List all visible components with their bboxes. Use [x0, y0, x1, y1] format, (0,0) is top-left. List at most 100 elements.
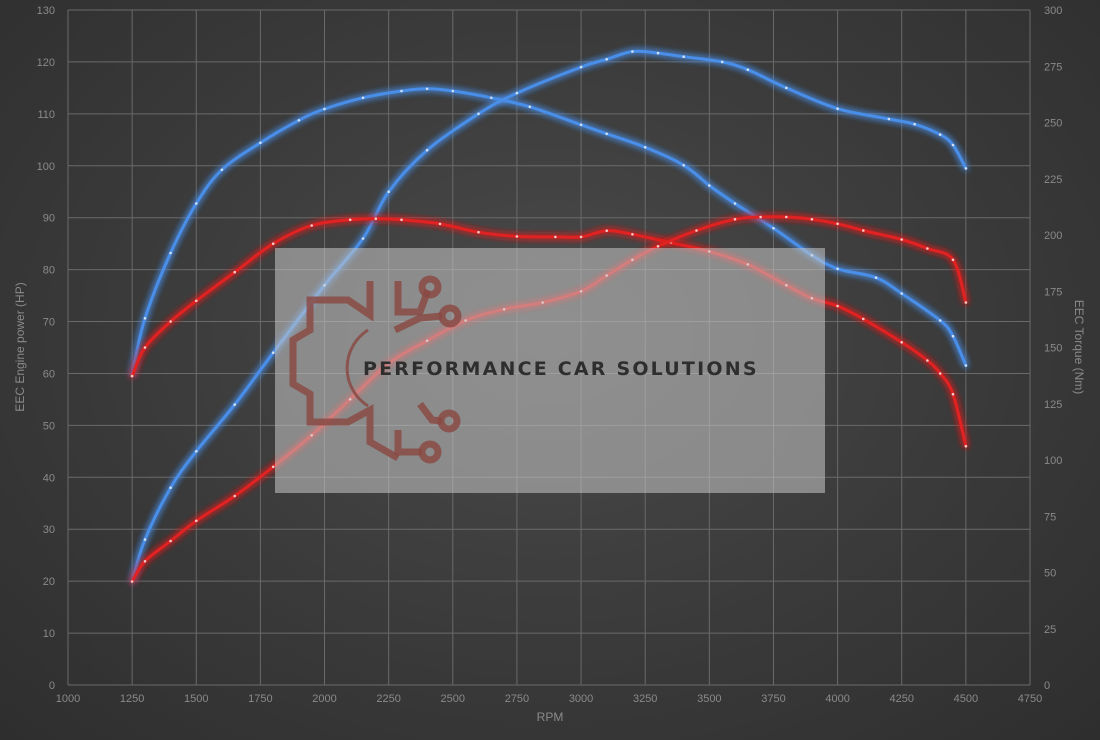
- y-right-tick-label: 75: [1044, 511, 1056, 523]
- y-right-tick-label: 200: [1044, 230, 1062, 242]
- data-point: [451, 89, 455, 93]
- data-point: [130, 374, 134, 378]
- data-point: [682, 164, 685, 167]
- data-point: [220, 168, 224, 172]
- x-tick-label: 4500: [954, 693, 978, 705]
- data-point: [900, 292, 903, 295]
- data-point: [951, 258, 955, 262]
- data-point: [143, 317, 147, 320]
- data-point: [631, 233, 634, 236]
- data-point: [887, 117, 891, 121]
- data-point: [785, 215, 788, 219]
- data-point: [874, 276, 878, 280]
- x-tick-label: 2500: [441, 693, 465, 705]
- data-point: [425, 148, 429, 152]
- x-tick-label: 1500: [184, 693, 208, 705]
- data-point: [900, 238, 903, 241]
- data-point: [515, 91, 519, 95]
- y-right-tick-label: 50: [1044, 568, 1056, 580]
- data-point: [964, 444, 968, 448]
- y-left-tick-label: 20: [43, 576, 55, 588]
- data-point: [605, 132, 608, 136]
- data-point: [951, 143, 955, 147]
- x-tick-label: 3750: [761, 693, 785, 705]
- data-point: [515, 235, 519, 238]
- data-point: [785, 86, 788, 90]
- watermark: PERFORMANCE CAR SOLUTIONS: [275, 248, 825, 493]
- data-point: [964, 167, 968, 170]
- data-point: [579, 235, 583, 239]
- data-point: [195, 450, 198, 453]
- data-point: [733, 218, 737, 221]
- x-axis-title: RPM: [537, 710, 564, 724]
- y-right-tick-label: 175: [1044, 286, 1062, 298]
- y-left-tick-label: 0: [49, 680, 55, 692]
- data-point: [297, 119, 301, 122]
- data-point: [130, 580, 134, 583]
- data-point: [733, 202, 737, 205]
- data-point: [938, 372, 942, 375]
- x-tick-label: 4250: [889, 693, 913, 705]
- data-point: [233, 494, 236, 498]
- y-left-tick-label: 70: [43, 317, 55, 329]
- data-point: [169, 320, 172, 323]
- y-left-tick-label: 10: [43, 628, 55, 640]
- data-point: [772, 227, 775, 230]
- data-point: [759, 215, 762, 219]
- data-point: [528, 105, 532, 109]
- data-point: [862, 317, 865, 321]
- data-point: [348, 218, 352, 222]
- data-point: [271, 465, 275, 469]
- data-point: [964, 364, 968, 367]
- x-tick-label: 3500: [697, 693, 721, 705]
- data-point: [862, 229, 865, 232]
- x-tick-label: 2250: [376, 693, 400, 705]
- data-point: [387, 190, 391, 193]
- data-point: [579, 123, 583, 127]
- data-point: [836, 107, 839, 110]
- data-point: [310, 224, 314, 227]
- y-right-tick-label: 250: [1044, 118, 1062, 130]
- x-tick-label: 1250: [120, 693, 144, 705]
- data-point: [400, 89, 403, 93]
- x-tick-label: 1750: [248, 693, 272, 705]
- x-tick-label: 4750: [1018, 693, 1042, 705]
- data-point: [195, 202, 198, 205]
- x-tick-label: 3250: [633, 693, 657, 705]
- y-right-tick-label: 150: [1044, 343, 1062, 355]
- data-point: [938, 319, 942, 322]
- data-point: [259, 141, 262, 145]
- data-point: [643, 146, 647, 149]
- data-point: [720, 60, 724, 64]
- y-left-tick-label: 110: [37, 109, 55, 121]
- y-right-tick-label: 300: [1044, 5, 1062, 17]
- x-tick-label: 1000: [56, 693, 80, 705]
- data-point: [964, 301, 968, 304]
- data-point: [477, 230, 480, 234]
- series-line-1: [130, 49, 968, 583]
- series-line-0: [130, 87, 968, 376]
- y-left-tick-label: 100: [37, 161, 55, 173]
- data-point: [143, 560, 147, 563]
- data-point: [400, 218, 403, 222]
- data-point: [656, 51, 660, 55]
- y-left-tick-label: 80: [43, 265, 55, 277]
- y-right-tick-label: 275: [1044, 61, 1062, 73]
- x-tick-label: 3000: [569, 693, 593, 705]
- y-right-tick-label: 25: [1044, 624, 1056, 636]
- y-left-tick-label: 90: [43, 213, 55, 225]
- data-point: [605, 229, 608, 232]
- gear-circuit-logo: [289, 275, 462, 464]
- y-left-tick-label: 50: [43, 420, 55, 432]
- data-point: [195, 299, 198, 303]
- data-point: [233, 403, 236, 406]
- data-point: [361, 96, 365, 100]
- data-point: [605, 58, 608, 61]
- data-point: [951, 392, 955, 396]
- data-point: [271, 351, 275, 355]
- data-point: [810, 218, 814, 221]
- data-point: [169, 539, 172, 543]
- data-point: [836, 304, 839, 308]
- data-point: [169, 251, 172, 255]
- y-right-tick-label: 225: [1044, 174, 1062, 186]
